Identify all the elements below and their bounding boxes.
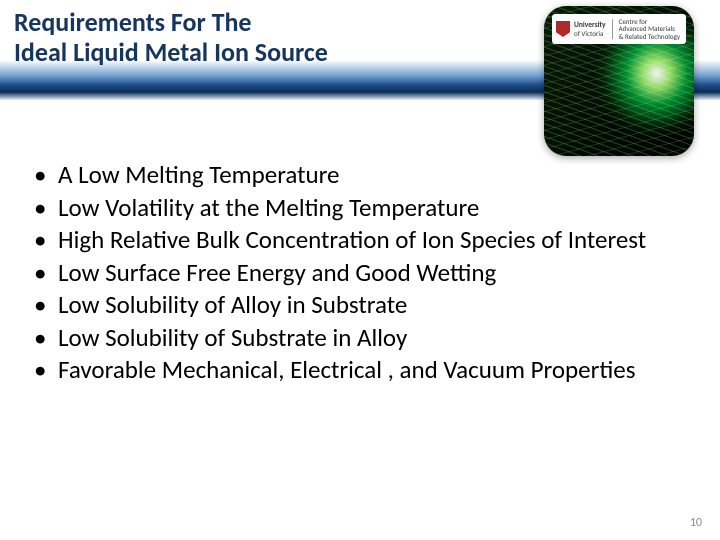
list-item: Low Solubility of Alloy in Substrate xyxy=(28,290,692,321)
centre-line3: & Related Technology xyxy=(619,32,680,41)
list-item: Favorable Mechanical, Electrical , and V… xyxy=(28,355,692,386)
logo-divider xyxy=(612,19,613,39)
university-name: University of Victoria xyxy=(574,21,606,37)
title-line-1: Requirements For The xyxy=(14,6,252,38)
shield-icon xyxy=(556,21,570,37)
list-item: Low Solubility of Substrate in Alloy xyxy=(28,323,692,354)
decorative-corner-image: University of Victoria Centre for Advanc… xyxy=(544,6,694,156)
university-logo-box: University of Victoria Centre for Advanc… xyxy=(552,14,686,44)
centre-name: Centre for Advanced Materials & Related … xyxy=(619,18,680,40)
slide-title: Requirements For The Ideal Liquid Metal … xyxy=(14,8,434,68)
list-item: High Relative Bulk Concentration of Ion … xyxy=(28,225,692,256)
title-line-2: Ideal Liquid Metal Ion Source xyxy=(14,36,328,68)
list-item: Low Surface Free Energy and Good Wetting xyxy=(28,258,692,289)
list-item: A Low Melting Temperature xyxy=(28,160,692,191)
bullet-list: A Low Melting Temperature Low Volatility… xyxy=(28,160,692,386)
uni-line2: of Victoria xyxy=(574,29,603,38)
list-item: Low Volatility at the Melting Temperatur… xyxy=(28,193,692,224)
page-number: 10 xyxy=(690,516,702,530)
